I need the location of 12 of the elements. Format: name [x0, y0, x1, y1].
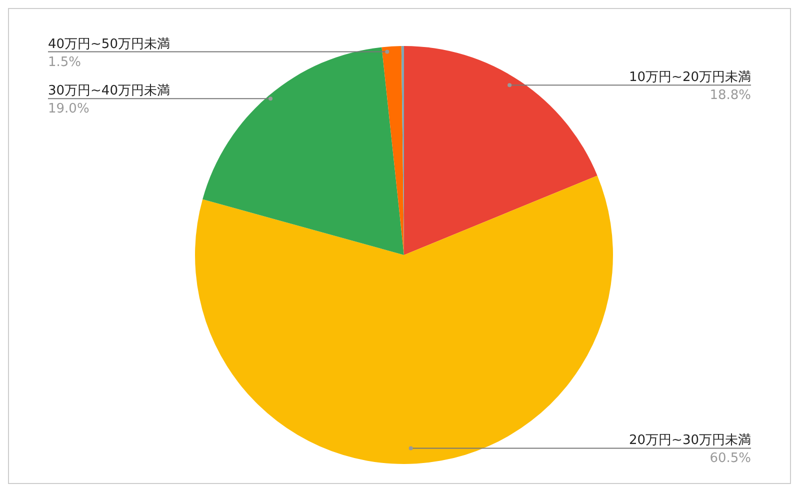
pie-slice	[382, 46, 404, 255]
slice-label: 30万円~40万円未満	[48, 84, 170, 99]
pie-slice	[404, 46, 598, 255]
pie-slice	[195, 176, 613, 464]
data-label: 18.8%	[710, 88, 751, 104]
data-label: 60.5%	[710, 451, 751, 466]
slice-label: 10万円~20万円未満	[629, 70, 751, 86]
data-label: 1.5%	[48, 54, 82, 70]
slice-label: 40万円~50万円未満	[48, 36, 170, 52]
pie-slice	[202, 47, 404, 255]
data-label: 19.0%	[48, 102, 90, 117]
slice-label: 20万円~30万円未満	[629, 433, 751, 448]
